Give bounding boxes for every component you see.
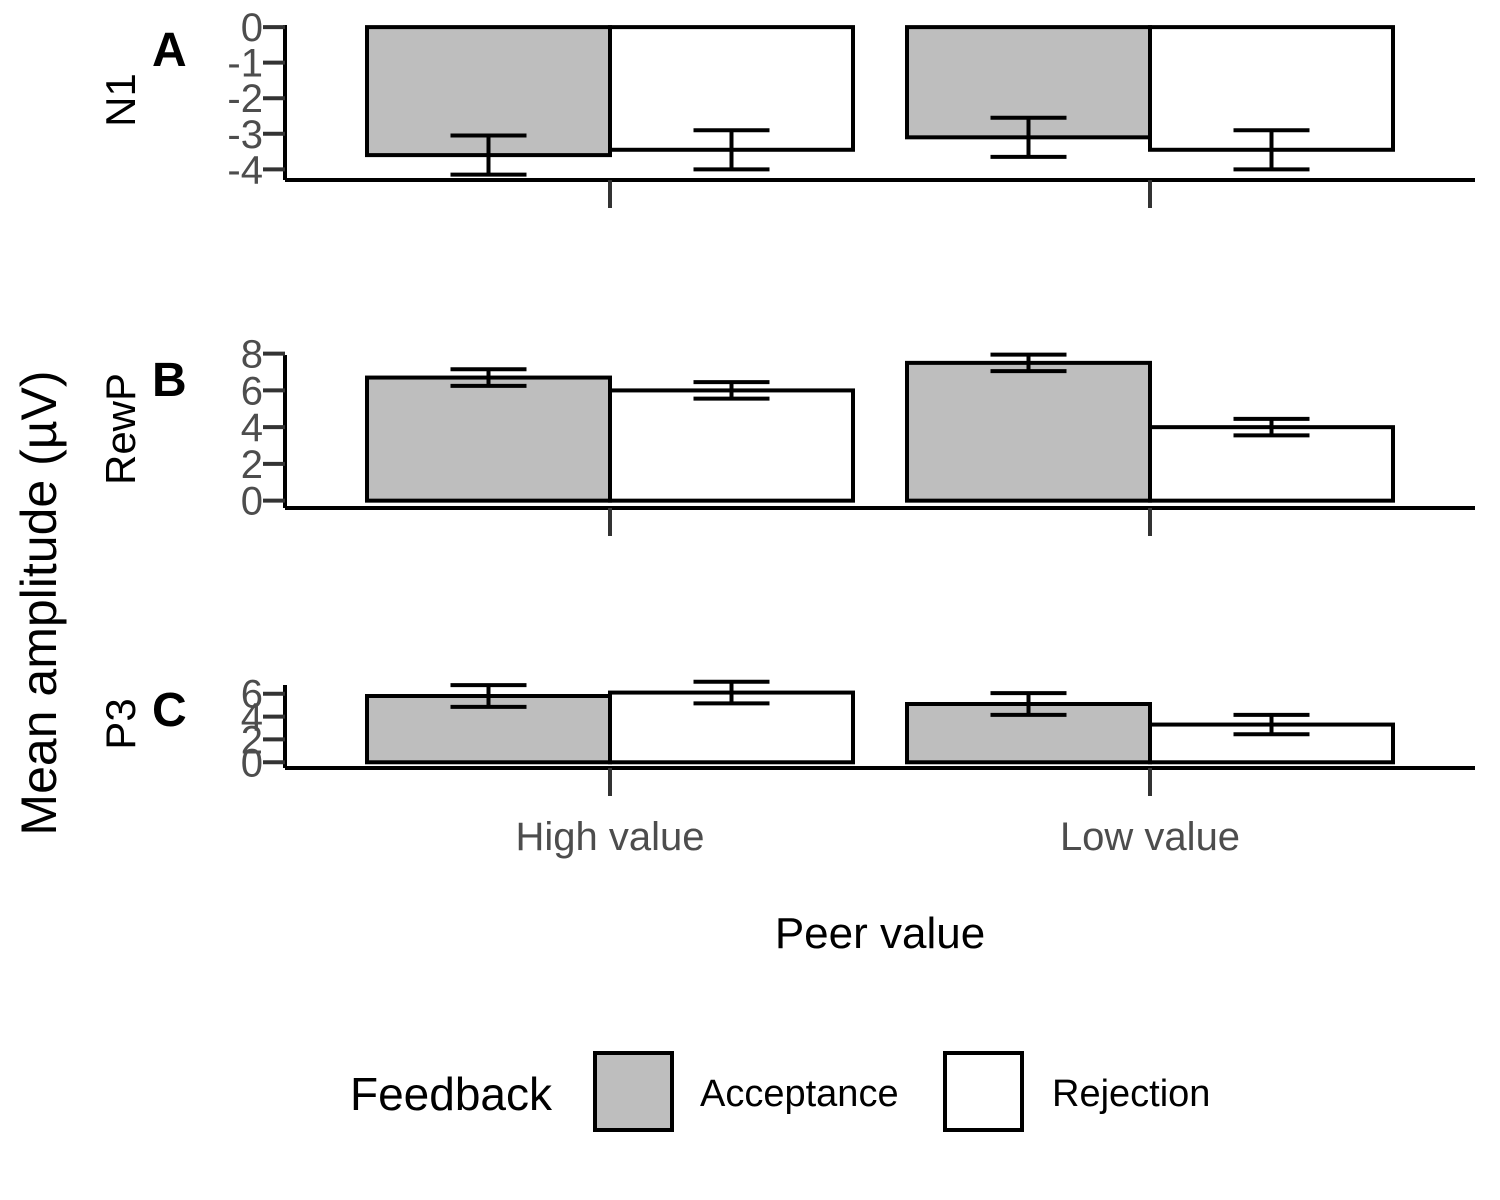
legend: Feedback Acceptance Rejection: [350, 1051, 1210, 1132]
x-tick-label-low-value: Low value: [1060, 815, 1240, 859]
legend-label-acceptance: Acceptance: [700, 1073, 899, 1115]
y-tick-label-rewp-2: 2: [241, 443, 263, 487]
y-tick-label-rewp-0: 0: [241, 480, 263, 524]
y-tick-label-n1-0: 0: [241, 6, 263, 50]
panel-title-n1: N1: [97, 73, 144, 127]
y-tick-label-p3-0: 0: [241, 741, 263, 785]
legend-swatch-acceptance: [593, 1051, 674, 1132]
panel-label-c: C: [152, 684, 187, 737]
bar-p3-rejection-low-value: [1148, 722, 1395, 765]
y-tick-label-rewp-4: 4: [241, 406, 263, 450]
bar-rewp-acceptance-low-value: [905, 360, 1152, 503]
y-tick-label-n1--1: -1: [227, 42, 263, 86]
y-tick-label-rewp-8: 8: [241, 333, 263, 377]
y-tick-label-n1--2: -2: [227, 77, 263, 121]
y-tick-label-p3-2: 2: [241, 718, 263, 762]
panel-label-a: A: [152, 24, 187, 77]
y-tick-label-rewp-6: 6: [241, 369, 263, 413]
panel-title-rewp: RewP: [97, 373, 144, 485]
x-tick-label-high-value: High value: [515, 815, 704, 859]
bar-rewp-rejection-high-value: [608, 388, 855, 503]
bar-p3-rejection-high-value: [608, 690, 855, 765]
bar-rewp-acceptance-high-value: [365, 375, 612, 503]
panel-label-b: B: [152, 354, 187, 407]
y-tick-label-p3-4: 4: [241, 696, 263, 740]
y-axis-title: Mean amplitude (µV): [11, 370, 67, 835]
y-tick-label-n1--4: -4: [227, 148, 263, 192]
x-axis-title: Peer value: [775, 909, 985, 958]
legend-title: Feedback: [350, 1068, 553, 1120]
y-tick-label-n1--3: -3: [227, 113, 263, 157]
bar-rewp-rejection-low-value: [1148, 425, 1395, 503]
panel-title-p3: P3: [97, 698, 144, 749]
y-tick-label-p3-6: 6: [241, 673, 263, 717]
legend-label-rejection: Rejection: [1052, 1073, 1210, 1115]
legend-swatch-rejection: [943, 1051, 1024, 1132]
